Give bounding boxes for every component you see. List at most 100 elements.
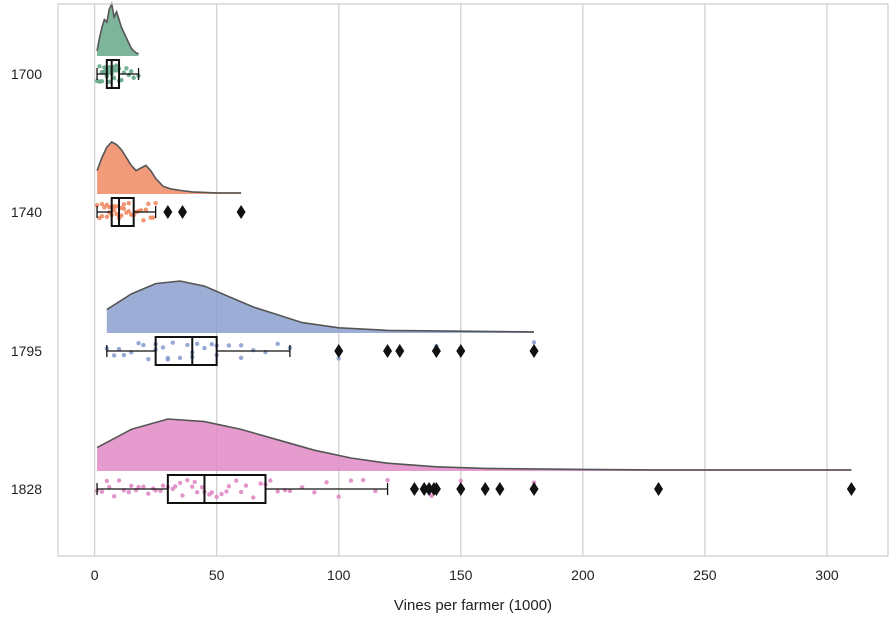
rain-point	[104, 478, 110, 484]
density-outline-1828	[96, 418, 852, 471]
rain-point	[136, 340, 141, 346]
box-iqr-1700	[105, 59, 121, 89]
rain-point	[160, 345, 166, 350]
rain-point	[251, 348, 256, 353]
rain-point	[373, 488, 378, 494]
y-tick-label: 1828	[11, 481, 42, 497]
rain-point	[199, 485, 205, 490]
rain-point	[348, 478, 354, 483]
rain-point	[172, 484, 178, 489]
x-axis-label: Vines per farmer (1000)	[394, 597, 552, 614]
rain-point	[126, 201, 131, 206]
rain-point	[385, 477, 390, 483]
rain-point	[131, 75, 136, 80]
rain-point	[160, 483, 166, 488]
rain-point	[287, 488, 293, 494]
rain-point	[111, 75, 117, 81]
rain-point	[312, 490, 317, 495]
density-outline-1700	[96, 1, 139, 55]
rain-point	[209, 490, 214, 495]
density-cloud-1795	[106, 281, 535, 333]
rain-point	[129, 69, 134, 74]
rain-point	[99, 213, 105, 219]
rain-point	[238, 489, 244, 495]
rain-point	[275, 489, 280, 494]
rain-point	[111, 353, 117, 358]
rain-point	[360, 477, 366, 483]
rain-point	[194, 341, 200, 346]
rain-point	[141, 484, 146, 489]
density-outline-1795	[106, 280, 535, 333]
rain-point	[114, 63, 119, 68]
rain-point	[177, 355, 183, 361]
rain-point	[185, 477, 190, 483]
rain-point	[429, 493, 434, 498]
outlier-marker	[654, 482, 664, 496]
rain-point	[224, 489, 229, 494]
x-tick-label: 150	[449, 567, 473, 583]
rain-point	[458, 478, 463, 483]
x-tick-label: 50	[209, 567, 225, 583]
rain-point	[151, 215, 156, 220]
rain-point	[251, 495, 256, 500]
density-cloud-1700	[97, 4, 139, 56]
plot-frame	[57, 3, 889, 557]
x-tick-label: 250	[693, 567, 717, 583]
rain-point	[99, 489, 105, 495]
x-tick-label: 200	[571, 567, 595, 583]
y-tick-label: 1740	[11, 204, 42, 220]
density-clouds	[96, 1, 852, 471]
outlier-marker	[480, 482, 490, 496]
rain-point	[238, 355, 244, 361]
rain-point	[275, 341, 280, 347]
y-tick-label: 1795	[11, 343, 42, 359]
rain-point	[165, 357, 171, 362]
rain-point	[336, 356, 341, 361]
rain-point	[226, 343, 232, 348]
rain-point	[268, 478, 273, 483]
gridlines	[93, 4, 828, 556]
rain-point	[121, 352, 127, 358]
rain-point	[121, 206, 127, 211]
outlier-marker	[431, 344, 441, 358]
rain-point	[158, 488, 163, 494]
rain-point	[97, 64, 102, 69]
rain-point	[136, 484, 141, 490]
rain-point	[185, 342, 190, 348]
density-cloud-1740	[97, 142, 242, 194]
outlier-marker	[236, 205, 246, 219]
outlier-marker	[529, 482, 539, 496]
x-axis-ticks: 0 50 100 150 200 250 300	[91, 567, 839, 583]
rain-point	[124, 66, 129, 71]
rain-point	[94, 203, 100, 208]
rain-point	[141, 218, 146, 223]
rain-point	[116, 478, 122, 483]
outlier-marker	[431, 482, 441, 496]
rain-point	[146, 201, 151, 206]
rain-point	[104, 214, 110, 220]
outlier-marker	[334, 344, 344, 358]
outlier-marker	[409, 482, 419, 496]
outlier-marker	[395, 344, 405, 358]
rain-point	[119, 77, 124, 83]
rain-point	[234, 478, 239, 483]
rain-point	[190, 484, 195, 489]
x-tick-label: 300	[815, 567, 839, 583]
rain-point	[202, 345, 207, 351]
box-iqr-1795	[154, 336, 218, 366]
rain-point	[126, 490, 131, 495]
outlier-marker	[456, 482, 466, 496]
rain-point	[116, 346, 122, 352]
rain-point	[238, 343, 244, 348]
outlier-marker	[495, 482, 505, 496]
rain-point	[180, 493, 185, 498]
outlier-marker	[456, 344, 466, 358]
y-axis-ticks: 1700 1740 1795 1828	[11, 66, 42, 497]
rain-point	[146, 356, 151, 362]
x-tick-label: 100	[327, 567, 351, 583]
rain-point	[107, 79, 112, 85]
boxplots	[96, 59, 389, 504]
rain-point	[153, 200, 158, 206]
